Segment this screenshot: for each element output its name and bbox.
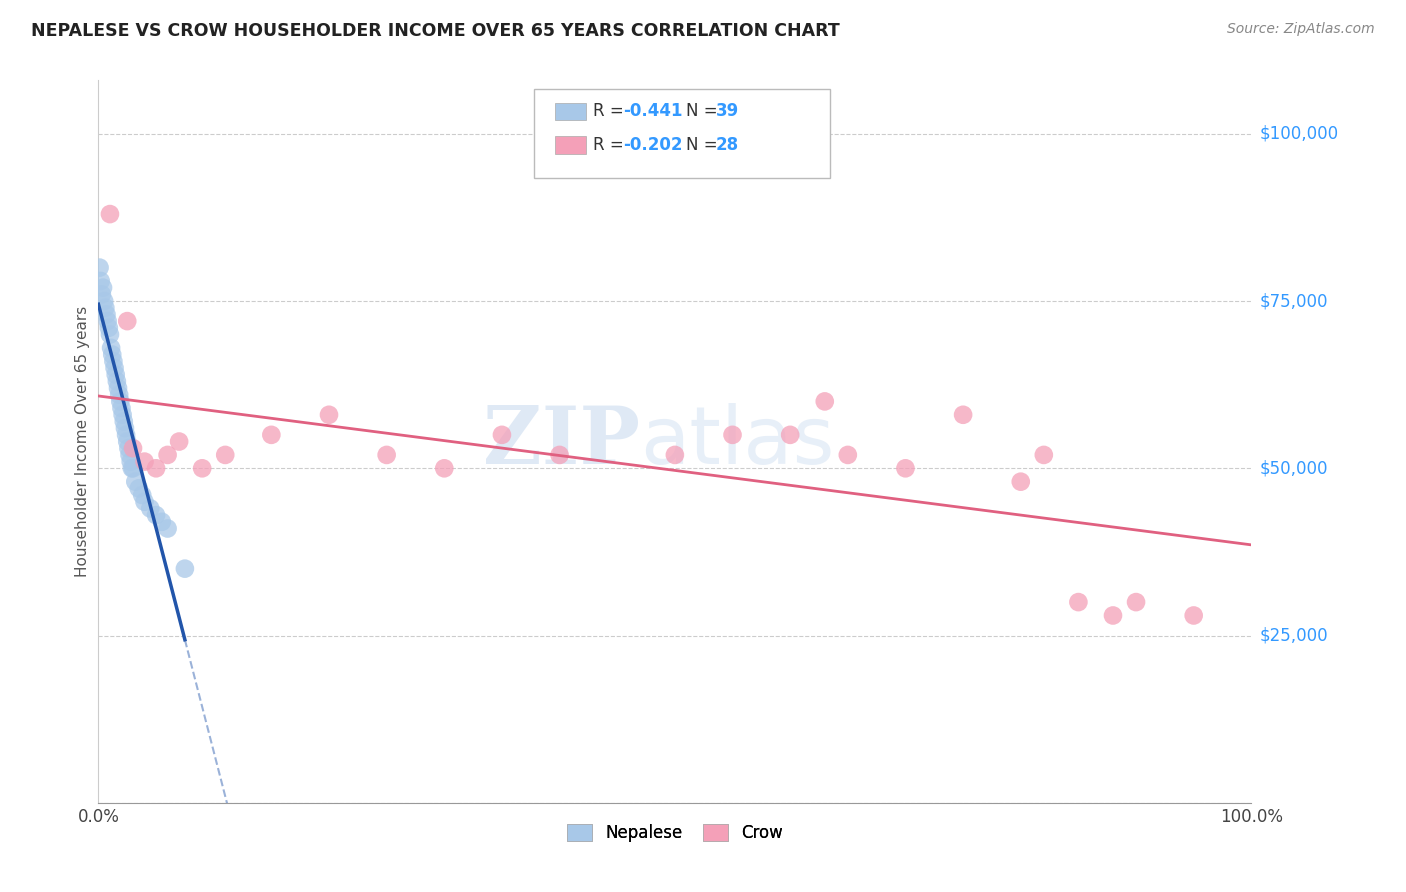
- Point: [375, 448, 398, 462]
- Point: [131, 488, 153, 502]
- Point: [100, 341, 122, 355]
- Point: [89, 260, 111, 275]
- Point: [121, 461, 143, 475]
- Point: [98, 207, 121, 221]
- Point: [191, 461, 214, 475]
- Point: [110, 394, 132, 409]
- Point: [104, 368, 127, 382]
- Text: atlas: atlas: [640, 402, 835, 481]
- Point: [145, 461, 167, 475]
- Point: [1182, 608, 1205, 623]
- Text: $50,000: $50,000: [1260, 459, 1329, 477]
- Point: [118, 448, 141, 462]
- Point: [1067, 595, 1090, 609]
- Point: [134, 494, 156, 508]
- Point: [110, 401, 132, 416]
- Point: [156, 448, 179, 462]
- Point: [90, 274, 112, 288]
- Y-axis label: Householder Income Over 65 years: Householder Income Over 65 years: [75, 306, 90, 577]
- Point: [167, 434, 190, 449]
- Point: [112, 414, 135, 428]
- Text: 28: 28: [716, 136, 738, 154]
- Point: [98, 327, 121, 342]
- Text: -0.202: -0.202: [623, 136, 682, 154]
- Text: 39: 39: [716, 103, 740, 120]
- Point: [122, 441, 145, 455]
- Text: ZIP: ZIP: [484, 402, 640, 481]
- Point: [117, 441, 139, 455]
- Point: [1102, 608, 1125, 623]
- Text: $75,000: $75,000: [1260, 292, 1329, 310]
- Point: [128, 482, 150, 496]
- Point: [120, 454, 142, 469]
- Point: [145, 508, 167, 523]
- Point: [103, 361, 125, 376]
- Point: [664, 448, 686, 462]
- Point: [174, 562, 197, 576]
- Point: [97, 314, 120, 328]
- Point: [114, 421, 136, 435]
- Point: [134, 454, 156, 469]
- Point: [491, 427, 513, 442]
- Text: Source: ZipAtlas.com: Source: ZipAtlas.com: [1227, 22, 1375, 37]
- Text: -0.441: -0.441: [623, 103, 682, 120]
- Point: [260, 427, 283, 442]
- Point: [1032, 448, 1054, 462]
- Point: [103, 354, 125, 368]
- Point: [952, 408, 974, 422]
- Point: [894, 461, 917, 475]
- Point: [1125, 595, 1147, 609]
- Point: [779, 427, 801, 442]
- Text: N =: N =: [686, 103, 723, 120]
- Point: [90, 287, 112, 301]
- Text: R =: R =: [593, 136, 630, 154]
- Text: $25,000: $25,000: [1260, 626, 1329, 645]
- Point: [94, 301, 117, 315]
- Point: [101, 348, 124, 362]
- Point: [721, 427, 744, 442]
- Point: [150, 515, 173, 529]
- Point: [124, 475, 146, 489]
- Point: [117, 314, 139, 328]
- Point: [122, 461, 145, 475]
- Point: [117, 434, 139, 449]
- Point: [108, 387, 131, 401]
- Point: [214, 448, 236, 462]
- Point: [1010, 475, 1032, 489]
- Text: R =: R =: [593, 103, 630, 120]
- Text: $100,000: $100,000: [1260, 125, 1339, 143]
- Point: [105, 375, 128, 389]
- Point: [96, 307, 118, 321]
- Point: [318, 408, 340, 422]
- Point: [548, 448, 571, 462]
- Point: [814, 394, 837, 409]
- Point: [97, 320, 120, 334]
- Point: [115, 427, 138, 442]
- Point: [156, 521, 179, 535]
- Point: [107, 381, 129, 395]
- Point: [139, 501, 162, 516]
- Point: [837, 448, 859, 462]
- Point: [433, 461, 456, 475]
- Text: N =: N =: [686, 136, 723, 154]
- Legend: Nepalese, Crow: Nepalese, Crow: [561, 817, 789, 848]
- Point: [93, 293, 115, 308]
- Point: [111, 408, 134, 422]
- Text: NEPALESE VS CROW HOUSEHOLDER INCOME OVER 65 YEARS CORRELATION CHART: NEPALESE VS CROW HOUSEHOLDER INCOME OVER…: [31, 22, 839, 40]
- Point: [91, 281, 114, 295]
